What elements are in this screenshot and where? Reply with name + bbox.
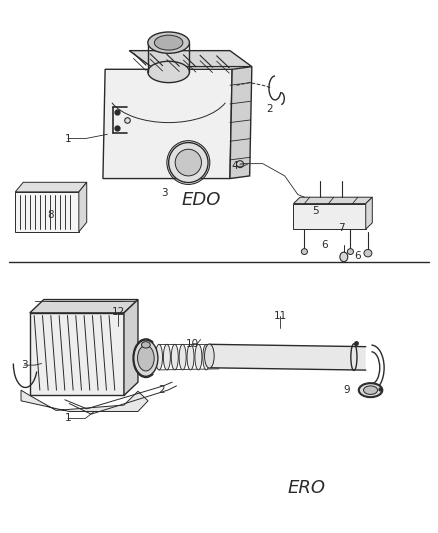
Polygon shape (15, 192, 79, 232)
Ellipse shape (347, 248, 353, 255)
Polygon shape (21, 390, 148, 411)
Ellipse shape (364, 386, 378, 394)
Ellipse shape (195, 344, 202, 370)
Text: ERO: ERO (288, 479, 325, 497)
Text: 2: 2 (158, 385, 165, 395)
Ellipse shape (134, 340, 158, 376)
Ellipse shape (138, 345, 154, 371)
Ellipse shape (171, 344, 178, 370)
Ellipse shape (364, 249, 372, 257)
Polygon shape (209, 344, 366, 370)
Text: 6: 6 (321, 240, 328, 250)
Ellipse shape (141, 342, 150, 348)
Ellipse shape (205, 344, 214, 368)
Text: 2: 2 (266, 104, 273, 114)
Ellipse shape (148, 61, 189, 83)
Polygon shape (30, 300, 138, 313)
Text: 5: 5 (312, 206, 319, 215)
Ellipse shape (163, 344, 170, 370)
Polygon shape (30, 313, 124, 395)
Ellipse shape (175, 149, 201, 176)
Ellipse shape (155, 344, 162, 370)
Text: 12: 12 (112, 307, 125, 317)
Text: 1: 1 (64, 134, 71, 143)
Text: EDO: EDO (182, 191, 221, 209)
Text: 11: 11 (274, 311, 287, 320)
Ellipse shape (237, 161, 244, 168)
Text: 3: 3 (161, 188, 168, 198)
Polygon shape (293, 197, 372, 204)
Text: 6: 6 (354, 252, 360, 261)
Polygon shape (293, 204, 366, 229)
Text: 3: 3 (21, 360, 28, 370)
Polygon shape (366, 197, 372, 229)
Ellipse shape (301, 248, 307, 255)
Ellipse shape (203, 344, 210, 370)
Text: 10: 10 (186, 339, 199, 349)
Polygon shape (103, 69, 232, 179)
Text: 9: 9 (343, 385, 350, 395)
Ellipse shape (179, 344, 186, 370)
Polygon shape (79, 182, 87, 232)
Polygon shape (129, 51, 252, 67)
Ellipse shape (340, 252, 348, 262)
Ellipse shape (154, 35, 183, 50)
Ellipse shape (169, 142, 208, 182)
Text: 1: 1 (64, 414, 71, 423)
Text: 4: 4 (231, 161, 238, 171)
Ellipse shape (187, 344, 194, 370)
Text: 8: 8 (47, 211, 54, 220)
Polygon shape (15, 182, 87, 192)
Text: 7: 7 (338, 223, 345, 233)
Ellipse shape (148, 32, 189, 53)
Polygon shape (230, 67, 252, 179)
Polygon shape (124, 300, 138, 395)
Ellipse shape (359, 384, 382, 397)
